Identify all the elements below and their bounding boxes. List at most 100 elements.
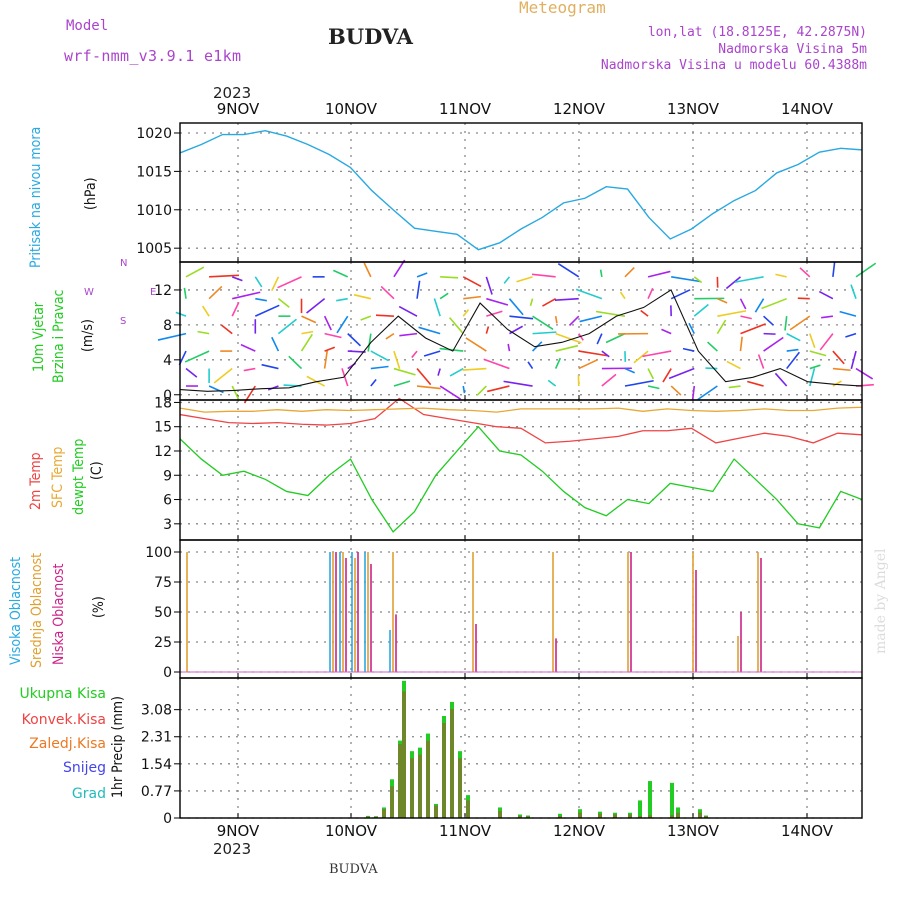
wind-arrow [662,368,672,383]
precip-legend-item: Konvek.Kisa [21,712,106,728]
wind-arrow [579,315,603,323]
wind-arrow [476,385,487,396]
station-title: BUDVA [328,24,413,49]
wind-arrow [599,269,603,277]
wind-arrow [821,315,833,319]
wind-arrow [754,298,765,313]
elevation-text: Nadmorska Visina 5m [718,42,867,57]
wind-arrow [423,350,441,357]
wind-arrow [761,297,787,310]
wind-arrow [439,385,462,400]
wind-arrow [716,319,727,335]
wind-arrow [416,272,428,278]
wind-arrow [601,350,610,358]
wind-arrow [740,315,752,320]
wind-arrow [485,276,493,295]
date-label-top: 11NOV [439,100,492,118]
wind-arrow [393,259,406,278]
wind-arrow [747,380,764,387]
wind-legend-n: N [120,258,128,269]
wind-arrow [726,360,741,370]
model-elevation-text: Nadmorska Visina u modelu 60.4388m [600,58,867,73]
wind-arrow [462,367,487,371]
wind-arrow [670,385,682,396]
precip-convective-bar [398,744,402,818]
wind-arrow [254,276,263,288]
wind-arrow [763,332,776,335]
pressure-tick-label: 1020 [136,126,172,142]
wind-arrow [555,344,579,352]
wind-arrow [725,276,741,290]
wind-arrow [184,350,210,363]
wind-arrow [809,350,827,357]
wind-arrow [809,368,816,387]
wind-tick-label: 4 [163,353,172,369]
wind-arrow [832,350,845,365]
precip-convective-bar [518,815,522,818]
date-label-top: 9NOV [217,100,260,118]
wind-arrow [380,285,395,300]
wind-arrow [555,332,582,344]
precip-convective-bar [628,814,632,818]
wind-arrow [363,262,372,278]
wind-arrow [739,336,743,352]
precip-total-bar [638,800,642,818]
precip-convective-bar [458,758,462,818]
wind-arrow [231,385,240,401]
wind-arrow [554,316,558,324]
wind-arrow [797,297,810,300]
wind-arrow [360,315,372,321]
precip-tick-label: 2.31 [141,730,172,746]
pressure-tick-label: 1005 [136,241,172,257]
wind-arrow [693,276,703,284]
date-label-top: 10NOV [325,100,378,118]
wind-arrow [728,385,741,389]
wind-arrow [183,287,187,299]
wind-arrow [640,309,649,317]
wind-arrow [774,372,788,387]
wind-arrow [832,262,836,277]
wind-arrow [277,298,290,308]
wind-arrow [433,298,441,317]
wind-arrow [557,263,580,278]
wind-speed-line [179,289,863,392]
precip-convective-bar [670,815,674,818]
wind-arrow [503,380,533,387]
wind-arrow [707,341,718,352]
temp-tick-label: 9 [163,468,172,484]
wind-arrow [647,368,655,380]
pressure-frame [179,122,863,263]
date-label-bottom: 13NOV [667,822,720,840]
precip-convective-bar [366,816,370,818]
wind-arrow [324,346,336,352]
precip-convective-bar [466,800,470,818]
wind-arrow [688,322,695,334]
wind-arrow [547,379,557,387]
date-label-bottom: 12NOV [553,822,606,840]
wind-tick-label: 8 [163,318,172,334]
wind-arrow [370,350,390,362]
wind-arrow [411,350,418,359]
wind-arrow [209,274,240,278]
wind-arrow [487,385,510,393]
wind-arrow [691,385,696,401]
wind-arrow [734,276,764,283]
temp-tick-label: 12 [154,444,172,460]
wind-arrow [575,288,603,300]
temp-tick-label: 18 [154,395,172,411]
wind-arrow [197,330,210,335]
date-label-bottom: 11NOV [439,822,492,840]
wind-arrow [832,380,842,387]
wind-arrow [385,332,395,340]
wind-arrow [786,332,801,342]
precip-tick-label: 1.54 [141,757,172,773]
precip-convective-bar [402,691,406,818]
wind-legend-s: S [120,316,127,327]
wind-arrow [605,332,626,344]
wind-arrow [393,367,416,376]
wind-arrow [739,298,747,310]
wind-arrow [850,350,857,370]
meteogram-title: Meteogram [519,0,606,17]
wind-arrow [175,311,187,317]
